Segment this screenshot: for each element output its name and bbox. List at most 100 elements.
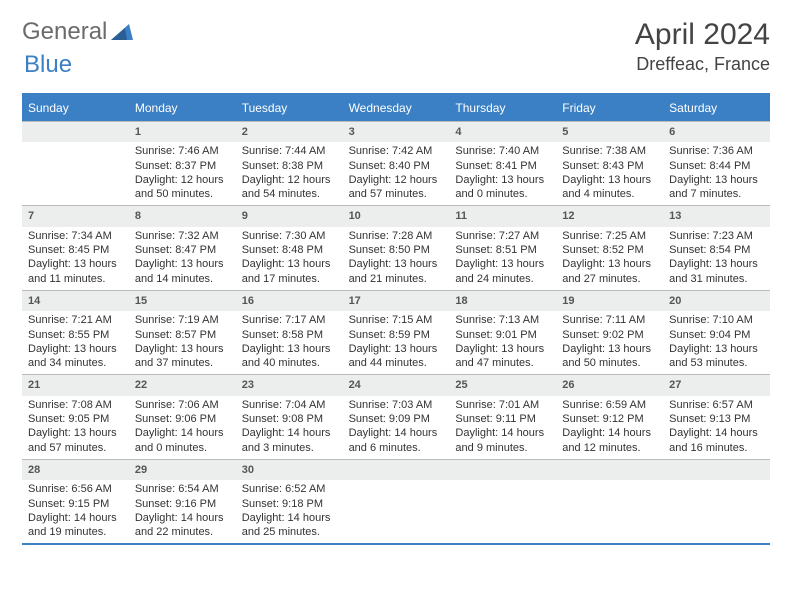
sunset-line: Sunset: 8:52 PM <box>562 243 657 257</box>
daylight-line: Daylight: 12 hours and 54 minutes. <box>242 173 337 202</box>
daylight-line: Daylight: 13 hours and 50 minutes. <box>562 342 657 371</box>
calendar-cell: 17Sunrise: 7:15 AMSunset: 8:59 PMDayligh… <box>343 290 450 374</box>
calendar-cell: 27Sunrise: 6:57 AMSunset: 9:13 PMDayligh… <box>663 374 770 458</box>
calendar-cell: 4Sunrise: 7:40 AMSunset: 8:41 PMDaylight… <box>449 121 556 205</box>
day-number: 16 <box>236 291 343 311</box>
day-number: 11 <box>449 206 556 226</box>
daylight-line: Daylight: 14 hours and 25 minutes. <box>242 511 337 540</box>
weekday-header: Friday <box>556 95 663 121</box>
day-info <box>343 480 450 500</box>
daylight-line: Daylight: 14 hours and 19 minutes. <box>28 511 123 540</box>
day-number: 20 <box>663 291 770 311</box>
sunrise-line: Sunrise: 6:56 AM <box>28 482 123 496</box>
calendar-cell: 2Sunrise: 7:44 AMSunset: 8:38 PMDaylight… <box>236 121 343 205</box>
sunrise-line: Sunrise: 7:30 AM <box>242 229 337 243</box>
sunrise-line: Sunrise: 7:11 AM <box>562 313 657 327</box>
sunset-line: Sunset: 9:13 PM <box>669 412 764 426</box>
sunset-line: Sunset: 8:47 PM <box>135 243 230 257</box>
sunset-line: Sunset: 8:45 PM <box>28 243 123 257</box>
calendar-cell <box>449 459 556 543</box>
day-number: 12 <box>556 206 663 226</box>
day-number: 29 <box>129 460 236 480</box>
sunrise-line: Sunrise: 7:44 AM <box>242 144 337 158</box>
weekday-header: Tuesday <box>236 95 343 121</box>
sunrise-line: Sunrise: 6:59 AM <box>562 398 657 412</box>
day-number: 2 <box>236 122 343 142</box>
day-number: 23 <box>236 375 343 395</box>
daylight-line: Daylight: 14 hours and 16 minutes. <box>669 426 764 455</box>
daylight-line: Daylight: 13 hours and 17 minutes. <box>242 257 337 286</box>
day-number: 24 <box>343 375 450 395</box>
sunrise-line: Sunrise: 7:34 AM <box>28 229 123 243</box>
day-info: Sunrise: 7:38 AMSunset: 8:43 PMDaylight:… <box>556 142 663 205</box>
logo: General <box>22 18 135 46</box>
day-number: 4 <box>449 122 556 142</box>
daylight-line: Daylight: 13 hours and 21 minutes. <box>349 257 444 286</box>
day-info: Sunrise: 7:27 AMSunset: 8:51 PMDaylight:… <box>449 227 556 290</box>
day-info <box>22 142 129 162</box>
sunset-line: Sunset: 9:16 PM <box>135 497 230 511</box>
day-number: 28 <box>22 460 129 480</box>
day-info: Sunrise: 7:10 AMSunset: 9:04 PMDaylight:… <box>663 311 770 374</box>
sunrise-line: Sunrise: 7:21 AM <box>28 313 123 327</box>
day-info: Sunrise: 7:44 AMSunset: 8:38 PMDaylight:… <box>236 142 343 205</box>
weekday-header: Wednesday <box>343 95 450 121</box>
day-number <box>449 460 556 480</box>
daylight-line: Daylight: 13 hours and 4 minutes. <box>562 173 657 202</box>
daylight-line: Daylight: 13 hours and 7 minutes. <box>669 173 764 202</box>
daylight-line: Daylight: 14 hours and 12 minutes. <box>562 426 657 455</box>
sunset-line: Sunset: 9:01 PM <box>455 328 550 342</box>
day-info: Sunrise: 7:42 AMSunset: 8:40 PMDaylight:… <box>343 142 450 205</box>
sunset-line: Sunset: 8:54 PM <box>669 243 764 257</box>
sunset-line: Sunset: 9:05 PM <box>28 412 123 426</box>
sunset-line: Sunset: 8:51 PM <box>455 243 550 257</box>
calendar-cell: 11Sunrise: 7:27 AMSunset: 8:51 PMDayligh… <box>449 205 556 289</box>
daylight-line: Daylight: 13 hours and 31 minutes. <box>669 257 764 286</box>
sunrise-line: Sunrise: 7:46 AM <box>135 144 230 158</box>
day-info: Sunrise: 7:11 AMSunset: 9:02 PMDaylight:… <box>556 311 663 374</box>
day-info: Sunrise: 7:03 AMSunset: 9:09 PMDaylight:… <box>343 396 450 459</box>
sunrise-line: Sunrise: 7:13 AM <box>455 313 550 327</box>
sunrise-line: Sunrise: 7:19 AM <box>135 313 230 327</box>
sunset-line: Sunset: 8:43 PM <box>562 159 657 173</box>
day-info: Sunrise: 6:52 AMSunset: 9:18 PMDaylight:… <box>236 480 343 543</box>
calendar-cell <box>343 459 450 543</box>
daylight-line: Daylight: 13 hours and 11 minutes. <box>28 257 123 286</box>
sunrise-line: Sunrise: 7:04 AM <box>242 398 337 412</box>
day-info: Sunrise: 6:59 AMSunset: 9:12 PMDaylight:… <box>556 396 663 459</box>
sunrise-line: Sunrise: 7:10 AM <box>669 313 764 327</box>
calendar-cell: 22Sunrise: 7:06 AMSunset: 9:06 PMDayligh… <box>129 374 236 458</box>
daylight-line: Daylight: 13 hours and 27 minutes. <box>562 257 657 286</box>
day-number <box>22 122 129 142</box>
daylight-line: Daylight: 14 hours and 6 minutes. <box>349 426 444 455</box>
day-info: Sunrise: 7:13 AMSunset: 9:01 PMDaylight:… <box>449 311 556 374</box>
day-number: 7 <box>22 206 129 226</box>
sunrise-line: Sunrise: 7:38 AM <box>562 144 657 158</box>
sunrise-line: Sunrise: 7:08 AM <box>28 398 123 412</box>
day-number: 26 <box>556 375 663 395</box>
day-info: Sunrise: 7:01 AMSunset: 9:11 PMDaylight:… <box>449 396 556 459</box>
sunset-line: Sunset: 8:38 PM <box>242 159 337 173</box>
day-number: 27 <box>663 375 770 395</box>
daylight-line: Daylight: 12 hours and 57 minutes. <box>349 173 444 202</box>
day-info: Sunrise: 7:06 AMSunset: 9:06 PMDaylight:… <box>129 396 236 459</box>
sunrise-line: Sunrise: 7:25 AM <box>562 229 657 243</box>
daylight-line: Daylight: 13 hours and 47 minutes. <box>455 342 550 371</box>
sunrise-line: Sunrise: 6:54 AM <box>135 482 230 496</box>
day-info: Sunrise: 7:15 AMSunset: 8:59 PMDaylight:… <box>343 311 450 374</box>
calendar-cell <box>556 459 663 543</box>
day-info: Sunrise: 7:19 AMSunset: 8:57 PMDaylight:… <box>129 311 236 374</box>
daylight-line: Daylight: 12 hours and 50 minutes. <box>135 173 230 202</box>
calendar-cell: 5Sunrise: 7:38 AMSunset: 8:43 PMDaylight… <box>556 121 663 205</box>
location: Dreffeac, France <box>635 54 770 75</box>
calendar-cell: 24Sunrise: 7:03 AMSunset: 9:09 PMDayligh… <box>343 374 450 458</box>
sunset-line: Sunset: 8:55 PM <box>28 328 123 342</box>
day-info: Sunrise: 7:21 AMSunset: 8:55 PMDaylight:… <box>22 311 129 374</box>
weekday-header: Sunday <box>22 95 129 121</box>
day-info: Sunrise: 6:56 AMSunset: 9:15 PMDaylight:… <box>22 480 129 543</box>
sunset-line: Sunset: 8:50 PM <box>349 243 444 257</box>
weekday-header: Saturday <box>663 95 770 121</box>
daylight-line: Daylight: 13 hours and 53 minutes. <box>669 342 764 371</box>
calendar-cell: 30Sunrise: 6:52 AMSunset: 9:18 PMDayligh… <box>236 459 343 543</box>
calendar-cell <box>663 459 770 543</box>
